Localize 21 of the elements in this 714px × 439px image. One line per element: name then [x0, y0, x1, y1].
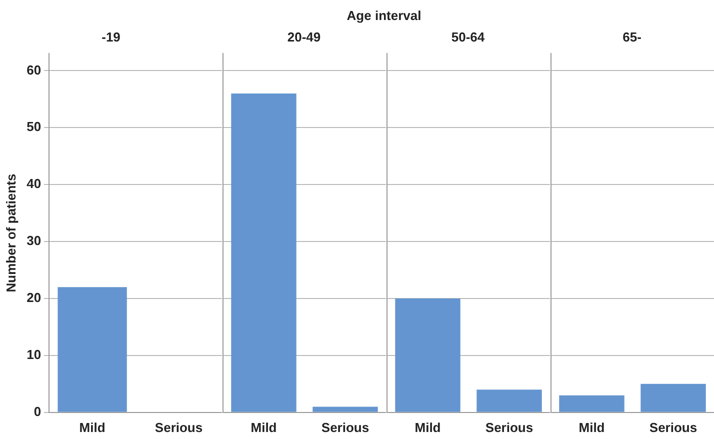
x-tick-label: Mild [250, 420, 277, 435]
x-tick-label: Mild [79, 420, 106, 435]
y-tick-label: 50 [26, 119, 42, 134]
chart-title: 20-49 [287, 29, 321, 44]
x-tick-label: Serious [649, 420, 698, 435]
x-tick-label: Mild [414, 420, 441, 435]
y-tick-label: 30 [26, 233, 42, 248]
x-tick-label: Mild [578, 420, 605, 435]
chart-title: 50-64 [451, 29, 486, 44]
x-tick-label: Serious [485, 420, 534, 435]
y-axis-title: Number of patients [3, 174, 18, 292]
y-tick-label: 40 [26, 176, 42, 192]
y-tick-label: 60 [26, 62, 42, 78]
chart-title: 65- [622, 29, 642, 44]
text: Age interval [346, 8, 422, 22]
y-tick-label: 10 [26, 347, 42, 362]
y-tick-label: 20 [26, 290, 42, 306]
y-tick-label: 0 [34, 404, 42, 419]
x-tick-label: Serious [154, 420, 203, 435]
chart-title: -19 [102, 29, 120, 44]
x-tick-label: Serious [321, 420, 370, 435]
